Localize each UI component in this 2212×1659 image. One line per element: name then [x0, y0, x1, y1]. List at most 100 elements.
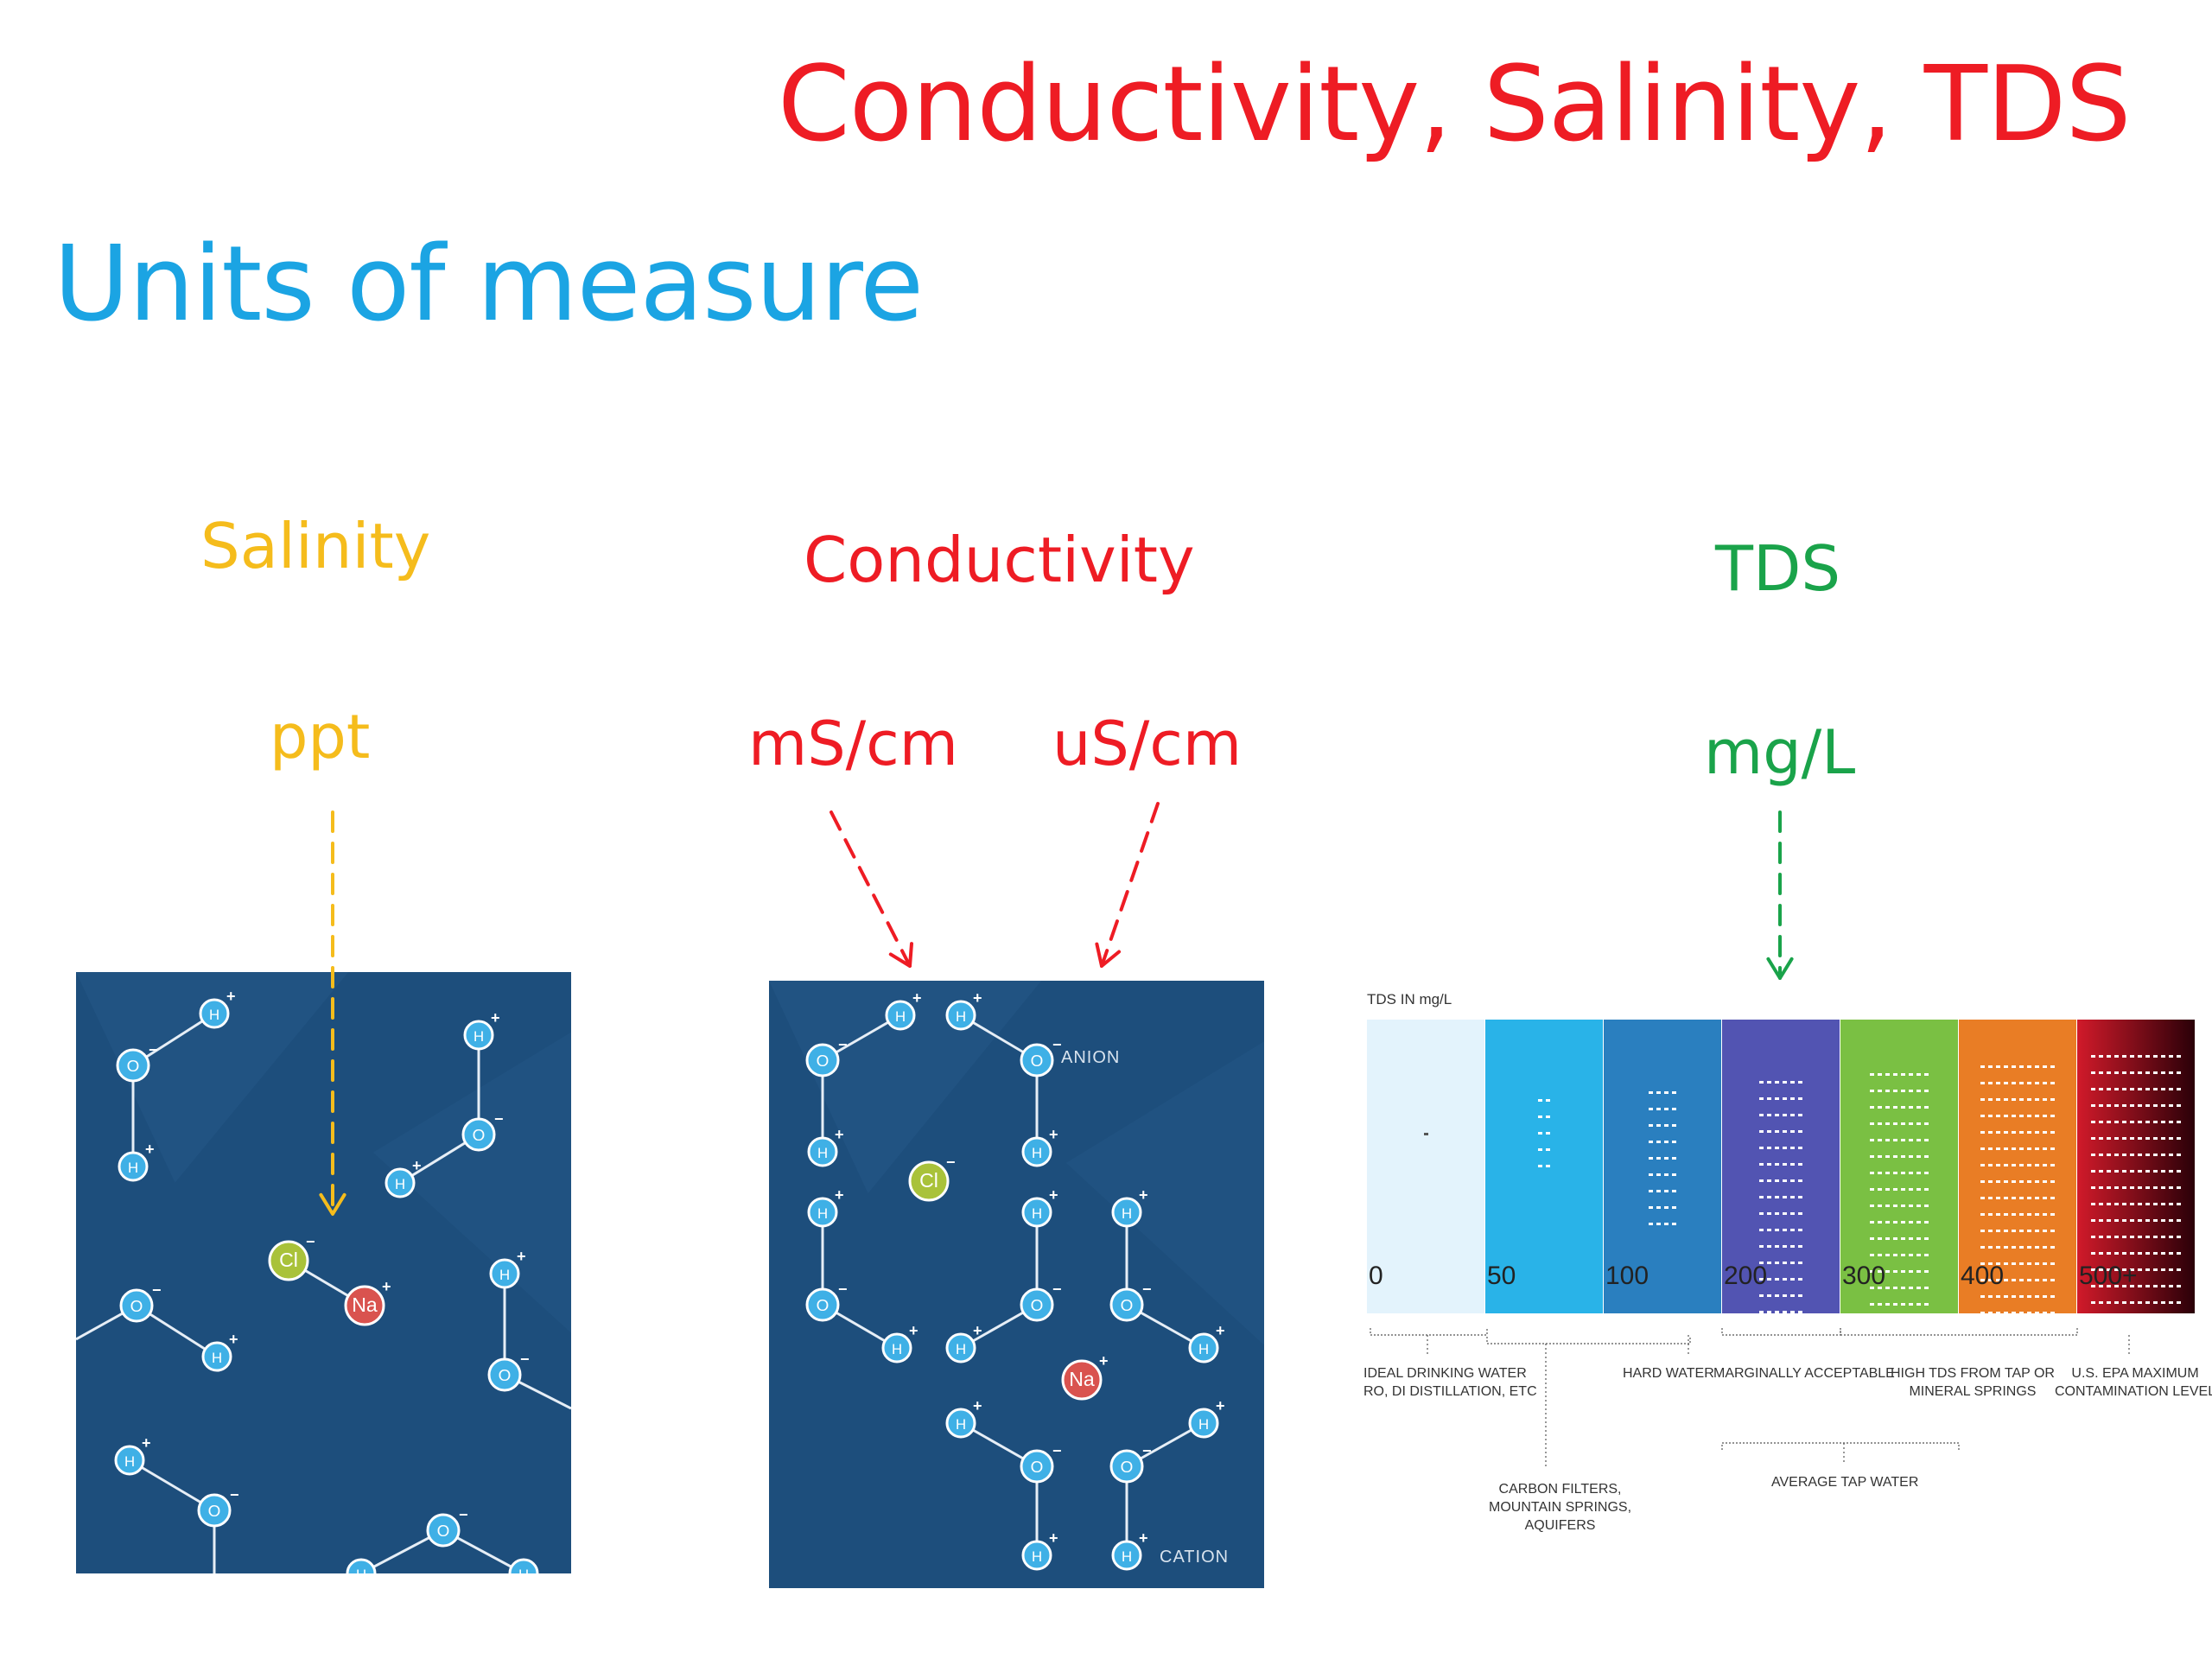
salinity-unit: ppt [270, 702, 371, 772]
tds-band-particles [1979, 1065, 2056, 1313]
svg-text:O: O [1031, 1297, 1044, 1315]
tds-tick-label: 100 [1605, 1262, 1649, 1290]
oxygen-atom: O− [805, 1281, 848, 1322]
hydrogen-atom: H+ [199, 988, 236, 1029]
tds-band [1485, 1020, 1603, 1313]
svg-text:−: − [838, 1036, 848, 1053]
svg-text:+: + [1216, 1397, 1225, 1414]
hydrogen-atom: H+ [881, 1322, 918, 1363]
tds-band [1367, 1020, 1484, 1313]
hydrogen-atom: H+ [1021, 1126, 1058, 1167]
svg-text:H: H [817, 1145, 828, 1161]
svg-text:H: H [1198, 1416, 1209, 1433]
oxygen-atom: O− [461, 1110, 504, 1152]
svg-text:H: H [1122, 1548, 1132, 1565]
hydrogen-atom: H+ [1021, 1529, 1058, 1571]
oxygen-atom: O− [805, 1036, 848, 1077]
oxygen-atom: O− [426, 1506, 468, 1548]
conductivity-arrow-ms [830, 810, 914, 968]
svg-text:+: + [973, 989, 982, 1007]
tds-band-particles [1868, 1072, 1930, 1313]
svg-text:O: O [817, 1052, 830, 1071]
hydrogen-atom: H+ [463, 1009, 500, 1051]
hydrogen-atom: H+ [945, 989, 982, 1031]
page-subtitle: Units of measure [54, 225, 924, 345]
svg-text:H: H [356, 1567, 366, 1573]
svg-text:−: − [1142, 1281, 1152, 1298]
hydrogen-atom: H+ [118, 1141, 155, 1182]
conductivity-heading: Conductivity [804, 524, 1195, 596]
svg-text:+: + [835, 1186, 844, 1204]
svg-text:−: − [520, 1351, 530, 1368]
svg-text:H: H [124, 1453, 135, 1470]
tds-tick-label: 50 [1487, 1262, 1516, 1290]
tds-chart-heading: TDS IN mg/L [1367, 991, 1452, 1007]
svg-text:Cl: Cl [919, 1169, 938, 1192]
svg-text:+: + [1099, 1352, 1109, 1370]
annotation-ideal: IDEAL DRINKING WATER RO, DI DISTILLATION… [1363, 1366, 1537, 1399]
annotation-high: HIGH TDS FROM TAP OR MINERAL SPRINGS [1891, 1366, 2055, 1399]
svg-text:H: H [212, 1350, 222, 1366]
tds-scale-chart: TDS IN mg/L 0 50 100 200 300 400 500+ IDEAL DR… [1348, 985, 2212, 1590]
svg-text:+: + [517, 1248, 526, 1265]
oxygen-atom: O− [116, 1041, 158, 1083]
svg-text:−: − [230, 1486, 239, 1503]
conductivity-arrow-us [1095, 802, 1160, 968]
svg-text:O: O [1031, 1052, 1044, 1071]
svg-text:−: − [459, 1506, 468, 1523]
svg-text:H: H [128, 1160, 138, 1176]
tds-band-particles [1647, 1090, 1678, 1238]
sodium-ion: Na+ [344, 1278, 391, 1326]
svg-text:−: − [1052, 1036, 1062, 1053]
svg-text:+: + [1049, 1186, 1058, 1204]
hydrogen-atom: H+ [945, 1397, 982, 1439]
tds-tick-label: 500+ [2079, 1262, 2138, 1290]
hydrogen-atom: H+ [1188, 1397, 1225, 1439]
hydrogen-atom: H+ [1021, 1186, 1058, 1228]
tds-unit: mg/L [1704, 717, 1856, 788]
water-background [76, 972, 571, 1573]
tds-tick-label: 300 [1842, 1262, 1886, 1290]
svg-text:H: H [395, 1176, 405, 1192]
anion-label: ANION [1061, 1048, 1121, 1067]
svg-text:H: H [956, 1341, 966, 1357]
oxygen-atom: O− [1020, 1036, 1062, 1077]
svg-text:H: H [892, 1341, 902, 1357]
tds-band-particles [1536, 1098, 1552, 1180]
tds-heading: TDS [1715, 532, 1841, 605]
svg-text:+: + [1049, 1529, 1058, 1547]
svg-text:O: O [499, 1367, 512, 1385]
annotation-marginal: MARGINALLY ACCEPTABLE [1713, 1366, 1895, 1381]
svg-text:−: − [494, 1110, 504, 1128]
svg-text:H: H [895, 1008, 906, 1025]
svg-text:−: − [1142, 1442, 1152, 1459]
svg-text:+: + [909, 1322, 918, 1339]
svg-text:+: + [491, 1009, 500, 1027]
svg-text:+: + [412, 1157, 422, 1174]
svg-text:Na: Na [352, 1294, 378, 1316]
bracket-ideal [1370, 1328, 1488, 1336]
svg-text:+: + [1216, 1322, 1225, 1339]
bracket-average [1721, 1442, 1960, 1450]
svg-text:H: H [817, 1205, 828, 1222]
svg-text:−: − [152, 1281, 162, 1299]
svg-text:Na: Na [1069, 1368, 1095, 1390]
svg-text:O: O [1031, 1459, 1044, 1477]
oxygen-atom: O− [197, 1486, 239, 1528]
tds-band [1840, 1020, 1958, 1313]
tds-arrow [1766, 810, 1794, 980]
svg-text:H: H [518, 1567, 529, 1573]
svg-text:O: O [437, 1522, 450, 1541]
cation-label: CATION [1160, 1548, 1230, 1567]
svg-text:+: + [142, 1434, 151, 1452]
oxygen-atom: O− [1020, 1281, 1062, 1322]
svg-text:H: H [1032, 1205, 1042, 1222]
chloride-ion: Cl− [268, 1233, 315, 1281]
svg-text:+: + [1139, 1186, 1148, 1204]
salinity-arrow [319, 810, 346, 1216]
sodium-ion: Na+ [1061, 1352, 1109, 1401]
oxygen-atom: O− [487, 1351, 530, 1392]
oxygen-atom: O− [119, 1281, 162, 1323]
svg-text:O: O [208, 1503, 221, 1521]
